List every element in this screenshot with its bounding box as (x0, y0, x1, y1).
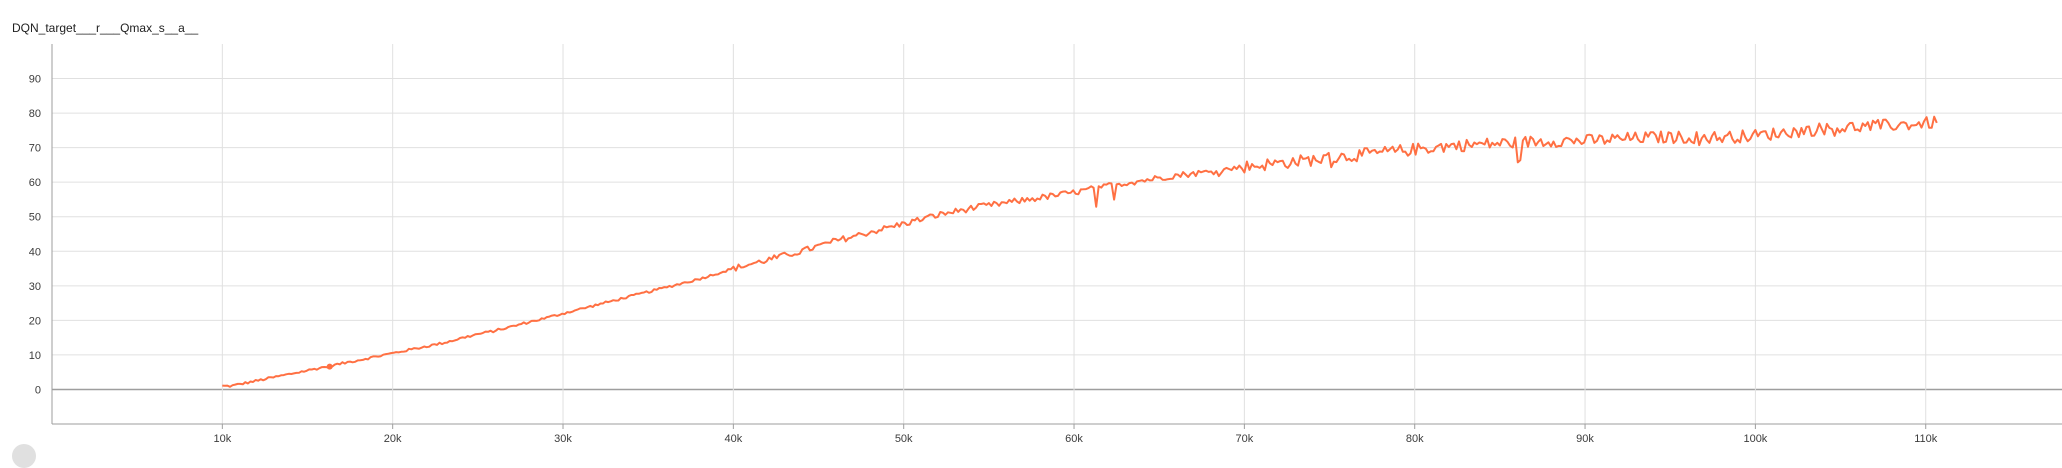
grid-layer (52, 44, 2062, 424)
x-tick-label: 90k (1576, 433, 1594, 445)
x-tick-label: 20k (384, 433, 402, 445)
x-tick-label: 50k (895, 433, 913, 445)
y-tick-label: 90 (29, 74, 41, 86)
chart-card: DQN_target___r___Qmax_s__a__ 0 10 20 30 40 50… (12, 21, 2062, 468)
y-tick-label: 70 (29, 143, 41, 155)
y-tick-label: 0 (35, 384, 41, 396)
line-chart: 0 10 20 30 40 50 60 70 80 90 10k 20k 30k 40k 50k 60k 70k… (29, 44, 2062, 445)
series-point-marker (326, 363, 333, 370)
y-tick-label: 10 (29, 350, 41, 362)
x-tick-label: 40k (724, 433, 742, 445)
y-tick-label: 40 (29, 246, 41, 258)
series-layer (222, 115, 1938, 388)
y-tick-label: 30 (29, 281, 41, 293)
x-tick-label: 110k (1914, 433, 1938, 445)
x-tick-label: 100k (1743, 433, 1767, 445)
axis-layer (51, 44, 2062, 429)
x-tick-label: 80k (1406, 433, 1424, 445)
x-tick-label: 70k (1235, 433, 1253, 445)
x-tick-label: 10k (213, 433, 231, 445)
x-tick-label: 30k (554, 433, 572, 445)
chart-title: DQN_target___r___Qmax_s__a__ (12, 21, 199, 35)
y-tick-label: 50 (29, 212, 41, 224)
y-tick-label: 20 (29, 315, 41, 327)
x-tick-label: 60k (1065, 433, 1083, 445)
y-tick-label: 60 (29, 177, 41, 189)
expand-chart-button[interactable] (12, 444, 36, 468)
tick-label-layer: 0 10 20 30 40 50 60 70 80 90 10k 20k 30k 40k 50k 60k 70k… (29, 74, 1938, 445)
y-tick-label: 80 (29, 108, 41, 120)
series-line (222, 115, 1938, 388)
